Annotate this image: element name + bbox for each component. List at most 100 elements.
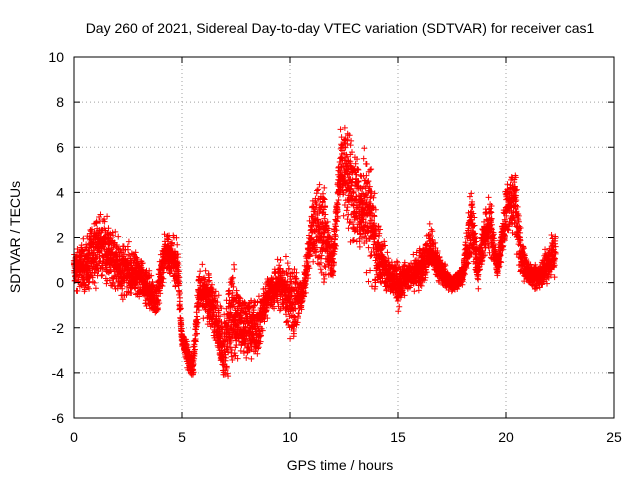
data-point [333,217,340,224]
data-point [345,225,352,232]
data-point [136,293,143,300]
data-point [367,253,374,260]
data-point [411,288,418,295]
data-point [213,302,220,309]
data-point [199,261,206,268]
data-point [394,298,401,305]
data-point [415,287,422,294]
data-point [175,268,182,275]
data-point [175,261,182,268]
data-point [176,274,183,281]
data-point [119,285,126,292]
data-point [371,190,378,197]
data-point [215,292,222,299]
data-point [206,277,213,284]
data-point [229,356,236,363]
data-point [176,294,183,301]
data-point [88,226,95,233]
data-point [160,275,167,282]
data-point [79,247,86,254]
data-point [92,285,99,292]
data-point [174,241,181,248]
data-point [343,207,350,214]
data-point [209,281,216,288]
data-point [316,181,323,188]
data-point [225,373,232,380]
data-point [139,260,146,267]
data-point [228,347,235,354]
data-point [200,315,207,322]
data-point [92,255,99,262]
data-point [468,190,475,197]
data-point [99,271,106,278]
data-point [235,338,242,345]
data-point [217,335,224,342]
data-point [101,216,108,223]
data-point [194,319,201,326]
data-point [231,266,238,273]
data-point [226,287,233,294]
data-point [282,253,289,260]
data-point [103,280,110,287]
data-point [124,257,131,264]
data-point [85,279,92,286]
data-point [221,371,228,378]
data-point [222,354,229,361]
data-point [197,268,204,275]
grid-lines [74,57,614,418]
data-point [117,245,124,252]
data-point [80,235,87,242]
data-point [175,280,182,287]
data-point [174,254,181,261]
data-point [426,220,433,227]
data-point [86,285,93,292]
data-point [132,249,139,256]
data-point [232,352,239,359]
data-point [202,304,209,311]
data-point [274,256,281,263]
data-point [315,186,322,193]
data-point [99,266,106,273]
data-point [212,288,219,295]
data-point [202,267,209,274]
data-point [190,369,197,376]
data-point [321,184,328,191]
chart-title: Day 260 of 2021, Sidereal Day-to-day VTE… [86,20,595,36]
data-point [115,233,122,240]
data-point [95,268,102,275]
data-point [234,324,241,331]
data-point [341,124,348,131]
data-point [234,355,241,362]
data-point [125,246,132,253]
data-point [146,267,153,274]
data-point [101,218,108,225]
data-point [75,249,82,256]
data-point [475,285,482,292]
data-point [229,274,236,281]
data-point [335,197,342,204]
data-point [148,272,155,279]
data-point [348,137,355,144]
data-points [70,124,559,380]
data-point [105,225,112,232]
data-point [159,279,166,286]
data-point [224,345,231,352]
data-point [190,360,197,367]
data-point [466,193,473,200]
data-point [396,303,403,310]
data-point [395,308,402,315]
data-point [128,290,135,297]
data-point [134,256,141,263]
data-point [104,213,111,220]
data-point [485,194,492,201]
data-point [154,305,161,312]
data-point [223,364,230,371]
data-point [87,226,94,233]
data-point [228,337,235,344]
data-point [384,249,391,256]
data-point [193,330,200,337]
data-point [191,346,198,353]
data-point [365,278,372,285]
data-point [177,306,184,313]
